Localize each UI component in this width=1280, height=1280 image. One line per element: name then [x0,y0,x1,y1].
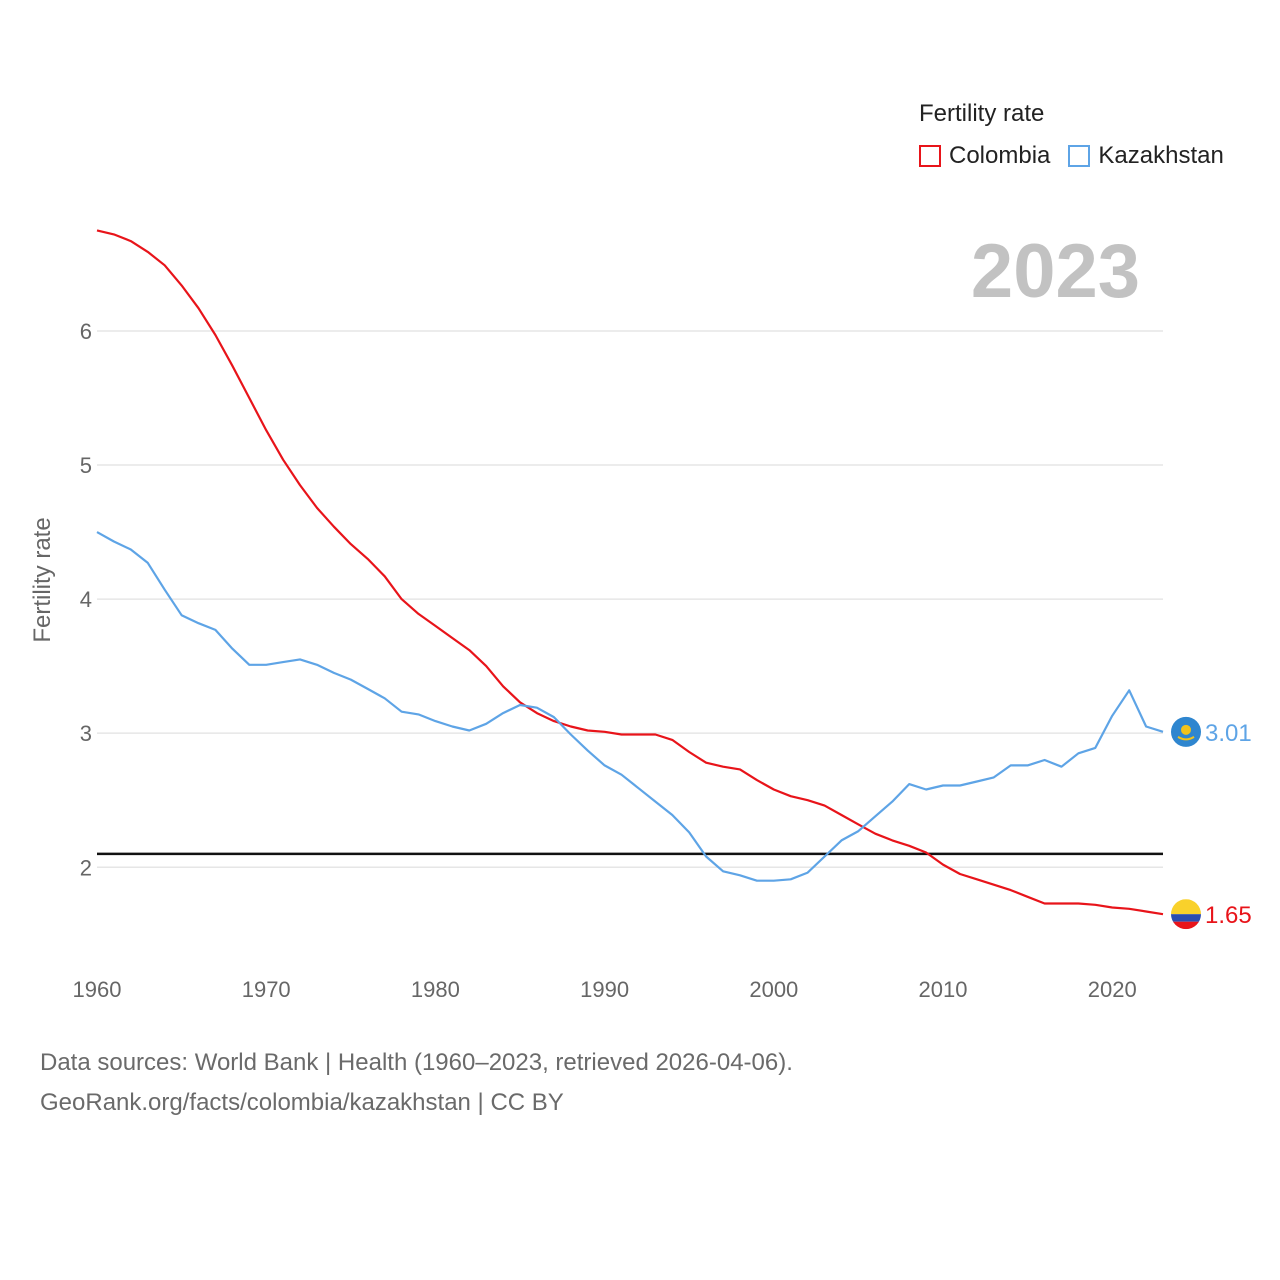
y-axis-ticks: 2 3 4 5 6 [80,319,92,880]
colombia-flag-icon [1171,899,1201,930]
year-label: 2023 [970,229,1140,314]
y-tick-label: 4 [80,587,92,612]
legend-item-colombia[interactable]: Colombia [919,142,1050,170]
legend-label-kazakhstan: Kazakhstan [1098,142,1224,169]
kazakhstan-flag-icon [1171,716,1201,747]
legend-swatch-colombia [919,145,941,167]
series-lines [96,229,1164,916]
legend-label-colombia: Colombia [949,142,1051,169]
x-tick-label: 2020 [1088,977,1137,1002]
end-label-colombia: 1.65 [1205,902,1252,929]
y-tick-label: 6 [80,319,92,344]
gridlines [97,330,1163,869]
y-tick-label: 3 [80,721,92,746]
x-tick-label: 1960 [73,977,122,1002]
y-axis-label: Fertility rate [29,517,56,642]
x-tick-label: 1970 [242,977,291,1002]
legend-item-kazakhstan[interactable]: Kazakhstan [1068,142,1224,170]
x-tick-label: 1980 [411,977,460,1002]
x-tick-label: 2000 [749,977,798,1002]
x-tick-label: 2010 [919,977,968,1002]
series-line-colombia [96,229,1164,916]
y-tick-label: 2 [80,855,92,880]
end-markers: 3.01 1.65 [1171,716,1252,930]
legend: Colombia Kazakhstan [919,142,1242,170]
end-label-kazakhstan: 3.01 [1205,720,1252,747]
y-tick-label: 5 [80,453,92,478]
footer-sources: Data sources: World Bank | Health (1960–… [40,1049,793,1076]
legend-title: Fertility rate [919,100,1045,127]
footer: Data sources: World Bank | Health (1960–… [40,1043,793,1123]
series-line-kazakhstan [96,531,1164,882]
x-tick-label: 1990 [580,977,629,1002]
legend-swatch-kazakhstan [1068,145,1091,167]
footer-link[interactable]: GeoRank.org/facts/colombia/kazakhstan | … [40,1089,564,1116]
x-axis-ticks: 1960 1970 1980 1990 2000 2010 2020 [73,977,1137,1002]
line-chart: 2 3 4 5 6 1960 1970 1980 1990 2000 2010 2020 Ferti… [29,229,1252,1002]
